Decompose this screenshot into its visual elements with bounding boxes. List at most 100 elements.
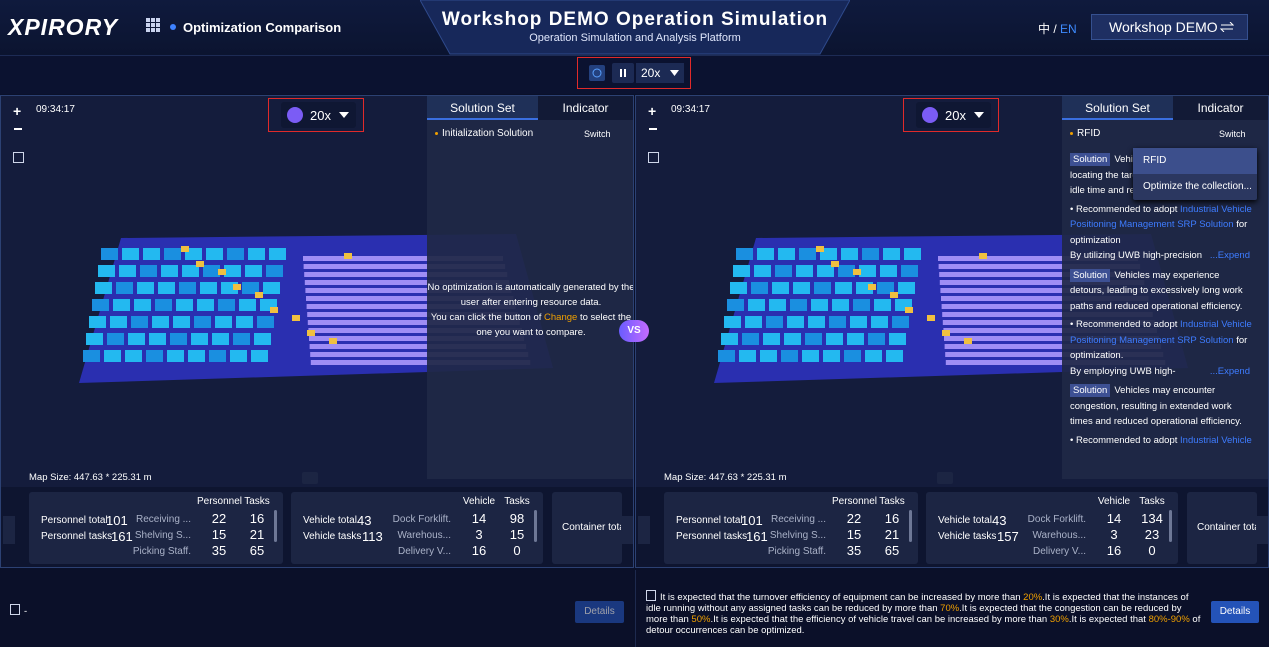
highlight-box — [268, 98, 364, 132]
fullscreen[interactable] — [13, 152, 24, 163]
storage-block — [844, 350, 861, 362]
speed-select[interactable]: 20x — [281, 102, 356, 128]
storage-block — [877, 282, 894, 294]
tab[interactable]: Solution Set — [427, 96, 538, 120]
next-arrow[interactable] — [1256, 516, 1268, 544]
vehicle — [831, 261, 839, 267]
details-button[interactable]: Details — [1211, 601, 1259, 623]
zoom-in[interactable]: + — [648, 103, 657, 119]
solution-tag: Solution — [1070, 384, 1111, 397]
vehicle — [890, 292, 898, 298]
apps-icon[interactable] — [146, 18, 160, 32]
sync-speed-select[interactable]: 20x — [636, 63, 684, 83]
storage-block — [814, 282, 831, 294]
tab[interactable]: Indicator — [562, 101, 609, 115]
pause-button[interactable] — [922, 107, 938, 123]
highlight-box — [577, 57, 691, 89]
row-label: Receiving ... — [135, 514, 191, 525]
switch-button[interactable]: Switch — [1219, 129, 1246, 139]
project-button[interactable]: Workshop DEMO — [1091, 14, 1248, 40]
sync-pause-button[interactable] — [612, 63, 634, 83]
change-link[interactable]: Change — [544, 312, 578, 323]
solution-link[interactable]: Industrial Vehicle Positioning Managemen… — [1070, 319, 1252, 346]
storage-block — [775, 265, 792, 277]
rack-row — [310, 360, 531, 365]
sync-reset-button[interactable] — [589, 65, 605, 81]
storage-block — [176, 299, 193, 311]
details-button[interactable]: Details — [575, 601, 624, 623]
lang-zh[interactable]: 中 — [1038, 22, 1051, 36]
zoom-out[interactable] — [14, 128, 22, 130]
vehicle — [868, 284, 876, 290]
speed-select[interactable]: 20x — [916, 102, 991, 128]
storage-block — [808, 316, 825, 328]
summary-icon — [10, 604, 20, 615]
storage-block — [724, 316, 741, 328]
solution-detail: By utilizing UWB high-precision ...Expend — [1070, 248, 1256, 264]
storage-block — [152, 316, 169, 328]
fullscreen[interactable] — [648, 152, 659, 163]
storage-block — [242, 282, 259, 294]
row-tasks: 98 — [509, 511, 525, 526]
storage-block — [239, 299, 256, 311]
rack-row — [941, 304, 1151, 309]
vehicle — [927, 315, 935, 321]
container-label: Container tota — [562, 522, 625, 533]
comparison-panel: +09:34:17 20x Solution Set Indicator RFID Swi… — [635, 95, 1269, 568]
expand-link[interactable]: ...Expend — [1209, 365, 1250, 377]
storage-block — [883, 248, 900, 260]
row-count: 14 — [1106, 511, 1122, 526]
total-value: 43 — [992, 513, 1007, 528]
summary-text: It is expected that the turnover efficie… — [646, 590, 1201, 636]
storage-block — [104, 350, 121, 362]
storage-block — [179, 282, 196, 294]
solution-link[interactable]: Industrial Vehicle — [1180, 434, 1252, 446]
switch-button[interactable]: Switch — [584, 129, 611, 139]
zoom-out[interactable] — [649, 128, 657, 130]
highlight-value: 30% — [1049, 614, 1069, 625]
summary-part: .It is expected that the congestion can … — [646, 603, 1182, 625]
zoom-in[interactable]: + — [13, 103, 22, 119]
solution-link[interactable]: Industrial Vehicle Positioning Managemen… — [1070, 203, 1252, 231]
storage-block — [122, 248, 139, 260]
storage-block — [733, 265, 750, 277]
row-tasks: 65 — [249, 543, 265, 558]
collapse-toggle[interactable] — [302, 472, 318, 484]
storage-block — [730, 282, 747, 294]
recommend-suffix: for optimization. — [1070, 334, 1248, 362]
vehicle — [292, 315, 300, 321]
storage-block — [236, 316, 253, 328]
storage-block — [880, 265, 897, 277]
storage-block — [158, 282, 175, 294]
lang-en[interactable]: EN — [1060, 22, 1077, 36]
storage-block — [233, 333, 250, 345]
vehicle — [307, 330, 315, 336]
row-count: 22 — [846, 511, 862, 526]
tab[interactable]: Indicator — [1197, 101, 1244, 115]
sim-time: 09:34:17 — [36, 104, 75, 115]
notice-text: You can click the button of — [430, 312, 542, 323]
pause-button[interactable] — [287, 107, 303, 123]
expand-link[interactable]: ...Expend — [1209, 250, 1250, 261]
storage-block — [739, 350, 756, 362]
summary-part: - — [24, 606, 28, 617]
tasks-value: 157 — [997, 529, 1019, 544]
next-arrow[interactable] — [621, 516, 633, 544]
page-name: Optimization Comparison — [183, 20, 342, 35]
row-label: Dock Forklift. — [1027, 514, 1086, 525]
project-name: Workshop DEMO — [1109, 19, 1218, 35]
dropdown-option[interactable]: RFID — [1133, 148, 1257, 174]
prev-arrow[interactable] — [638, 516, 650, 544]
tab[interactable]: Solution Set — [1062, 96, 1173, 120]
row-count: 22 — [211, 511, 227, 526]
dropdown-option[interactable]: Optimize the collection... — [1143, 181, 1252, 192]
storage-block — [131, 316, 148, 328]
collapse-toggle[interactable] — [937, 472, 953, 484]
row-count: 15 — [211, 527, 227, 542]
storage-block — [134, 299, 151, 311]
storage-block — [811, 299, 828, 311]
sync-bar: 20x — [0, 56, 1269, 94]
storage-block — [853, 299, 870, 311]
storage-block — [871, 316, 888, 328]
prev-arrow[interactable] — [3, 516, 15, 544]
